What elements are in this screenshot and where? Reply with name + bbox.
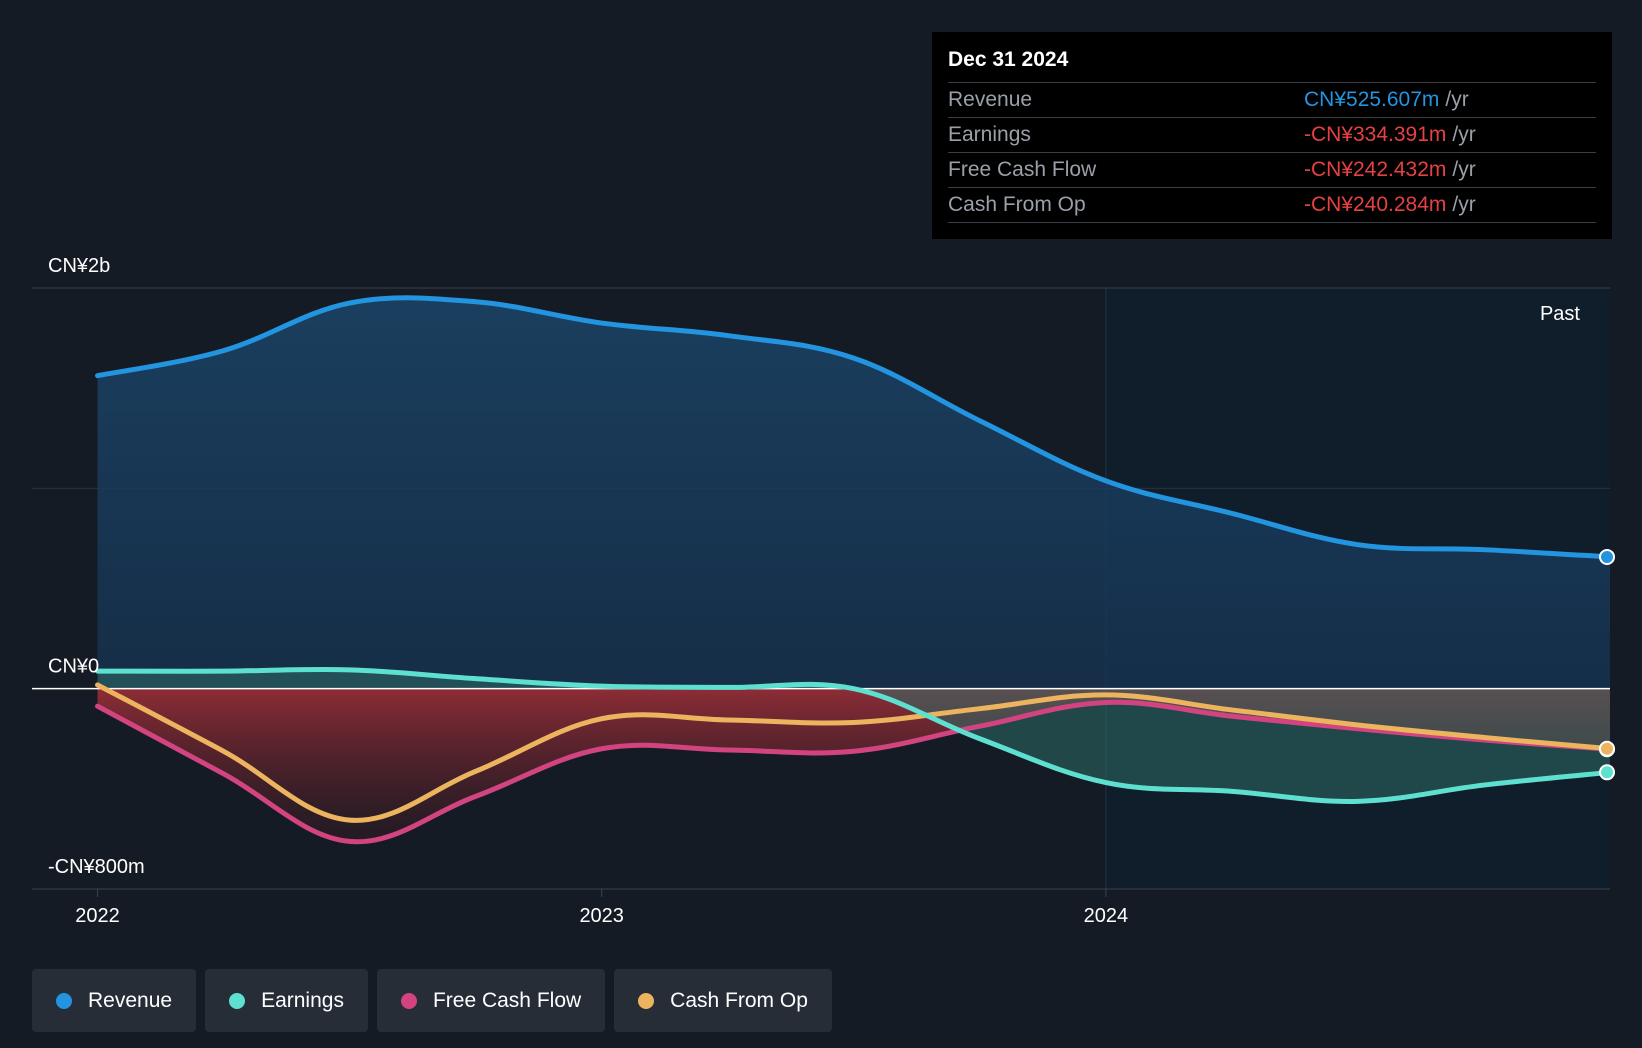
- tooltip-value: -CN¥240.284m: [1304, 193, 1447, 216]
- legend-item-cash-from-op[interactable]: Cash From Op: [614, 969, 832, 1032]
- tooltip-row-earnings: Earnings -CN¥334.391m/yr: [948, 118, 1596, 153]
- legend-dot-icon: [638, 992, 655, 1009]
- earnings-end-marker[interactable]: [1599, 764, 1615, 781]
- tooltip-unit: /yr: [1452, 123, 1476, 146]
- legend-label: Cash From Op: [670, 988, 808, 1012]
- tooltip-value: -CN¥334.391m: [1304, 123, 1447, 146]
- tooltip-label: Cash From Op: [948, 193, 1086, 216]
- tooltip-value-group: -CN¥242.432m/yr: [1304, 158, 1476, 182]
- tooltip-panel: Dec 31 2024 Revenue CN¥525.607m/yr Earni…: [932, 32, 1612, 239]
- tooltip-row-cash-from-op: Cash From Op -CN¥240.284m/yr: [948, 188, 1596, 223]
- legend-label: Revenue: [88, 988, 173, 1012]
- tooltip-unit: /yr: [1452, 158, 1476, 181]
- tooltip-unit: /yr: [1452, 193, 1476, 216]
- legend-item-earnings[interactable]: Earnings: [205, 969, 368, 1032]
- revenue-end-marker[interactable]: [1599, 548, 1615, 565]
- revenue-area: [97, 297, 1610, 689]
- legend: Revenue Earnings Free Cash Flow Cash Fro…: [32, 969, 832, 1032]
- tooltip-value-group: -CN¥334.391m/yr: [1304, 123, 1476, 147]
- y-tick-label: CN¥2b: [48, 255, 110, 277]
- legend-label: Free Cash Flow: [432, 988, 582, 1012]
- x-tick-label: 2022: [75, 905, 120, 927]
- earnings-line: [95, 666, 1613, 804]
- y-tick-label: CN¥0: [48, 656, 99, 678]
- tooltip-value-group: -CN¥240.284m/yr: [1304, 193, 1476, 217]
- tooltip-row-free-cash-flow: Free Cash Flow -CN¥242.432m/yr: [948, 153, 1596, 188]
- x-tick-label: 2023: [579, 905, 624, 927]
- legend-dot-icon: [400, 992, 417, 1009]
- legend-item-free-cash-flow[interactable]: Free Cash Flow: [376, 969, 606, 1032]
- free-cash-flow-line: [95, 699, 1613, 845]
- cash-from-op-line: [95, 682, 1613, 823]
- negative-area: [97, 688, 1610, 842]
- legend-item-revenue[interactable]: Revenue: [32, 969, 197, 1032]
- legend-label: Earnings: [261, 988, 344, 1012]
- past-label: Past: [1540, 303, 1580, 325]
- tooltip-label: Earnings: [948, 123, 1031, 146]
- earnings-area: [97, 669, 1610, 802]
- tooltip-label: Revenue: [948, 88, 1033, 111]
- tooltip-unit: /yr: [1445, 88, 1469, 111]
- x-tick-label: 2024: [1084, 905, 1129, 927]
- tooltip-date: Dec 31 2024: [948, 46, 1596, 83]
- tooltip-value: CN¥525.607m: [1304, 88, 1440, 111]
- tooltip-value-group: CN¥525.607m/yr: [1304, 88, 1469, 112]
- revenue-line: [95, 295, 1613, 560]
- y-tick-label: -CN¥800m: [48, 856, 145, 878]
- tooltip-value: -CN¥242.432m: [1304, 158, 1447, 181]
- legend-dot-icon: [229, 992, 246, 1009]
- cash-from-op-end-marker[interactable]: [1599, 740, 1615, 757]
- legend-dot-icon: [56, 992, 72, 1009]
- tooltip-label: Free Cash Flow: [948, 158, 1097, 181]
- tooltip-row-revenue: Revenue CN¥525.607m/yr: [948, 83, 1596, 118]
